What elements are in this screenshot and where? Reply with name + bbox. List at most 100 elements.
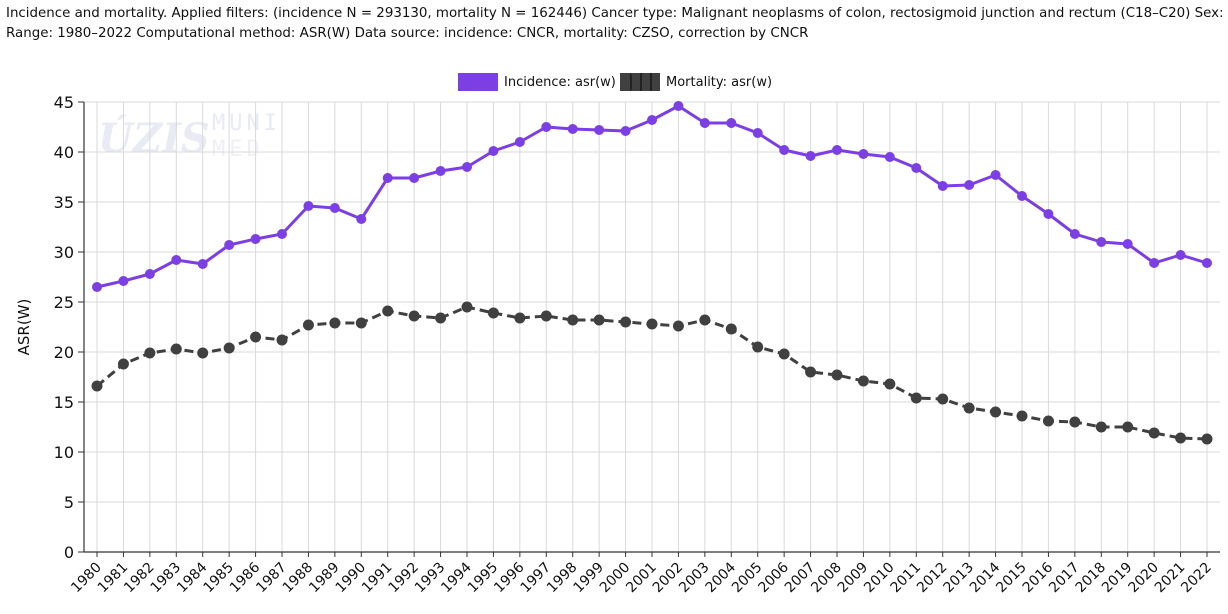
data-point-mortality [408,310,420,322]
data-point-incidence [779,145,790,155]
data-point-mortality [752,341,764,353]
data-point-incidence [594,125,605,135]
data-point-incidence [567,124,578,134]
data-point-incidence [92,282,102,292]
data-point-incidence [197,259,208,269]
data-point-incidence [911,163,922,173]
data-point-mortality [725,323,737,335]
data-point-mortality [646,318,658,330]
data-point-incidence [541,122,552,132]
data-point-incidence [1017,191,1027,201]
y-tick-label: 10 [54,443,74,462]
data-point-incidence [1069,229,1080,239]
data-point-incidence [673,101,684,111]
data-point-mortality [382,305,394,317]
data-point-mortality [857,375,869,387]
data-point-incidence [250,234,261,244]
data-point-mortality [1148,427,1160,439]
watermark-med: MED [212,137,264,162]
watermark-logo: ÚZIS MUNI MED [96,108,286,164]
data-point-incidence [462,162,472,172]
x-tick-label: 2022 [1178,560,1215,597]
data-point-mortality [144,347,156,359]
data-point-incidence [1175,250,1186,260]
data-point-incidence [964,180,975,190]
data-point-mortality [487,307,499,319]
data-point-mortality [250,331,262,343]
legend-label-incidence: Incidence: asr(w) [504,74,616,90]
data-point-mortality [514,312,526,324]
watermark-muni: MUNI [212,111,281,136]
data-point-incidence [144,269,155,279]
data-point-mortality [223,342,235,354]
data-point-incidence [488,146,499,156]
data-point-incidence [329,203,340,213]
data-point-incidence [1149,258,1160,268]
data-point-incidence [647,115,657,125]
legend-label-mortality: Mortality: asr(w) [666,74,773,90]
data-point-incidence [832,145,842,155]
y-tick-label: 5 [64,493,74,512]
data-point-mortality [831,369,843,381]
data-point-incidence [277,229,287,239]
data-point-mortality [620,316,632,328]
legend-swatch-mortality [620,73,660,91]
data-point-incidence [1202,258,1212,268]
data-point-mortality [567,314,579,326]
data-point-incidence [858,149,869,159]
data-point-mortality [778,348,790,360]
chart-header: Incidence and mortality. Applied filters… [6,4,1228,44]
data-point-incidence [752,128,763,138]
y-axis-label: ASR(W) [15,299,33,356]
data-point-mortality [1042,415,1054,427]
y-tick-label: 35 [54,193,74,212]
data-point-incidence [699,118,710,128]
data-point-incidence [303,201,314,211]
data-point-incidence [1096,237,1107,247]
data-point-mortality [329,317,341,329]
data-point-incidence [224,240,235,250]
data-point-incidence [382,173,393,183]
data-point-mortality [540,310,552,322]
data-point-mortality [990,406,1002,418]
data-point-incidence [435,166,446,176]
data-point-mortality [435,312,447,324]
data-point-incidence [805,151,816,161]
data-point-mortality [355,317,367,329]
legend-item-incidence[interactable]: Incidence: asr(w) [458,72,616,92]
data-point-incidence [356,214,367,224]
data-point-mortality [699,314,711,326]
data-point-mortality [805,366,817,378]
y-tick-label: 40 [54,143,74,162]
data-point-incidence [990,170,1001,180]
data-point-mortality [1095,421,1107,433]
data-point-mortality [1122,421,1134,433]
y-tick-label: 30 [54,243,74,262]
data-point-mortality [1016,410,1028,422]
data-point-incidence [1043,209,1054,219]
data-point-mortality [302,319,314,331]
data-point-incidence [118,276,129,286]
data-point-mortality [937,393,949,405]
y-tick-label: 25 [54,293,74,312]
header-range-line: Range: 1980–2022 Computational method: A… [6,26,809,41]
y-tick-label: 45 [54,93,74,112]
data-point-mortality [117,358,129,370]
watermark-uzis: ÚZIS [98,115,210,162]
data-point-incidence [726,118,737,128]
data-point-mortality [1069,416,1081,428]
data-point-incidence [937,181,948,191]
data-point-mortality [884,378,896,390]
data-point-mortality [461,301,473,313]
data-point-incidence [620,126,631,136]
data-point-mortality [963,402,975,414]
legend-swatch-incidence [458,73,498,91]
header-filters-line: Incidence and mortality. Applied filters… [6,6,1228,21]
legend-item-mortality[interactable]: Mortality: asr(w) [620,72,772,92]
data-point-incidence [514,137,525,147]
y-tick-label: 20 [54,343,74,362]
data-point-mortality [1201,433,1213,445]
data-point-mortality [1175,432,1187,444]
chart-legend: Incidence: asr(w) Mortality: asr(w) [0,72,1228,94]
data-point-mortality [672,320,684,332]
